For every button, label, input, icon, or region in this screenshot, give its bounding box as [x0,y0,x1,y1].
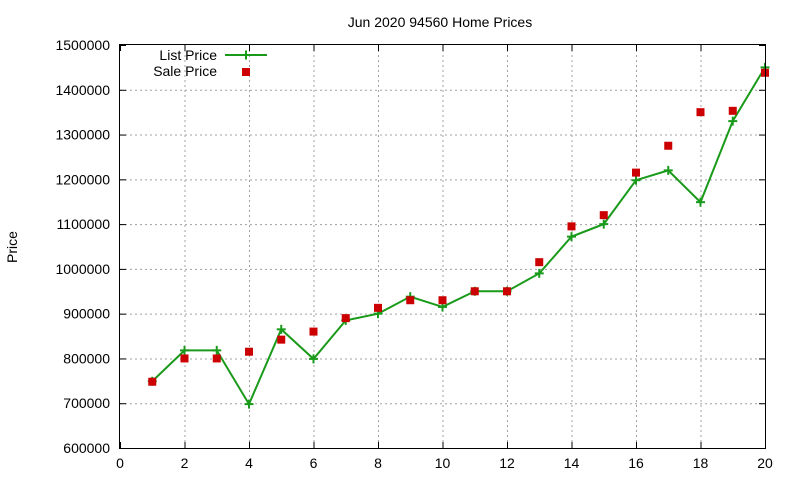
sale-price-point [180,354,189,363]
sale-price-point [728,106,737,115]
y-tick-label: 1400000 [55,82,110,98]
list-price-point [244,399,254,409]
sale-price-point [696,108,705,117]
list-price-point [534,268,544,278]
x-tick-label: 6 [310,455,318,471]
x-tick-label: 4 [245,455,253,471]
list-price-point [180,345,189,355]
sale-price-point [406,296,415,305]
sale-price-point [245,347,253,356]
y-tick-label: 1300000 [55,127,110,143]
legend-swatch-sale-price [242,68,250,76]
legend-label-sale-price: Sale Price [153,63,217,79]
x-tick-label: 18 [693,455,709,471]
sale-price-point [599,211,608,220]
x-tick-label: 16 [628,455,644,471]
sale-price-point [664,141,673,150]
sale-price-point [374,303,382,312]
y-tick-label: 800000 [63,350,110,366]
list-price-point [728,116,738,126]
grid-layer [120,45,765,448]
y-axis-label: Price [4,231,20,263]
y-tick-label: 600000 [63,440,110,456]
list-price-point [631,175,641,185]
list-price-point [276,324,286,334]
legend-label-list-price: List Price [159,47,217,63]
x-tick-label: 10 [435,455,451,471]
list-price-line [151,66,766,407]
x-tick-label: 2 [181,455,189,471]
y-tick-label: 1500000 [55,37,110,53]
y-tick-label: 1200000 [55,171,110,187]
x-tick-label: 8 [374,455,382,471]
plot-frame [119,44,766,449]
sale-price-point [567,222,576,231]
sale-price-point [438,296,447,305]
list-price-point [567,232,576,242]
sale-price-point [212,354,221,363]
list-price-point [599,219,609,229]
sale-price-point [309,327,318,336]
y-tick-label: 1100000 [57,216,111,232]
series-layer [147,62,770,409]
y-tick-label: 700000 [63,395,110,411]
chart-title: Jun 2020 94560 Home Prices [348,14,532,30]
y-tick-label: 1000000 [55,261,110,277]
list-price-point [309,354,318,364]
y-tick-label: 900000 [63,306,110,322]
x-tick-label: 20 [757,455,773,471]
list-price-point [696,197,705,207]
x-tick-label: 14 [564,455,580,471]
sale-price-point [277,335,286,344]
sale-price-point [148,377,157,386]
tick-layer: 0 2 4 6 8 10 12 14 16 18 20 600000 700000 800000 90000… [55,37,773,471]
sale-price-point [503,287,511,296]
sale-price-point [632,168,640,177]
x-tick-label: 12 [499,455,515,471]
sale-price-point [535,258,544,267]
x-tick-label: 0 [116,455,124,471]
sale-price-point [341,314,350,323]
list-price-point [663,165,673,175]
list-price-point [212,345,222,355]
sale-price-point [470,287,479,296]
